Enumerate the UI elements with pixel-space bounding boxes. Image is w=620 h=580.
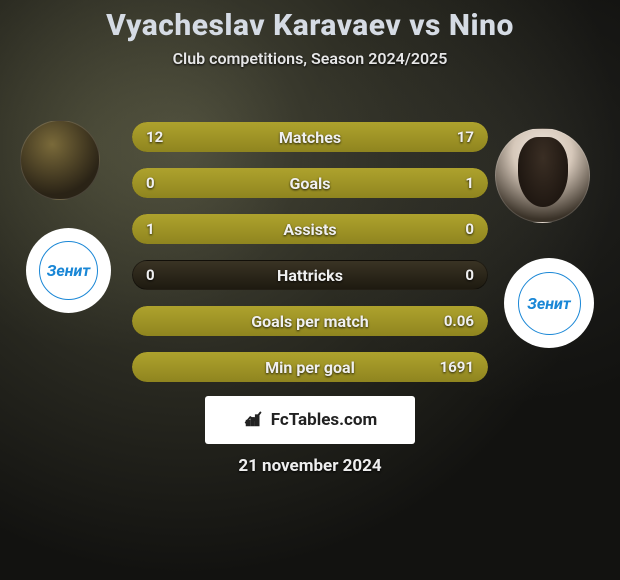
stat-row: Goals per match0.06 [132,306,488,336]
stat-value-left: 12 [132,122,177,152]
stat-value-right: 1 [451,168,488,198]
stats-panel: Matches1217Goals01Assists10Hattricks00Go… [132,122,488,398]
stat-label: Assists [132,214,488,244]
stat-value-left: 0 [132,168,169,198]
stat-value-right: 0 [451,214,488,244]
stat-label: Hattricks [132,260,488,290]
date-text: 21 november 2024 [238,456,381,476]
subtitle: Club competitions, Season 2024/2025 [0,49,620,68]
chart-icon [243,407,265,434]
stat-row: Assists1 0 [132,214,488,244]
stat-row: Min per goal1691 [132,352,488,382]
player1-avatar [20,120,100,200]
player2-club-badge: Зенит [504,258,594,348]
stat-value-right: 1691 [426,352,488,382]
stat-label: Goals [132,168,488,198]
stat-row: Matches12 17 [132,122,488,152]
stat-value-right: 0 [451,260,488,290]
stat-value-left: 0 [132,260,169,290]
player2-avatar [495,128,590,223]
stat-value-right: 17 [443,122,488,152]
stat-value-right: 0.06 [430,306,488,336]
stat-row: Hattricks0 0 [132,260,488,290]
page-title: Vyacheslav Karavaev vs Nino [0,0,620,43]
stat-value-left: 1 [132,214,169,244]
brand-text: FcTables.com [271,410,377,430]
stat-label: Matches [132,122,488,152]
brand-badge: FcTables.com [205,396,415,444]
stat-row: Goals0 1 [132,168,488,198]
club-badge-text: Зенит [39,241,99,301]
player1-club-badge: Зенит [26,228,111,313]
club-badge-text: Зенит [518,272,581,335]
